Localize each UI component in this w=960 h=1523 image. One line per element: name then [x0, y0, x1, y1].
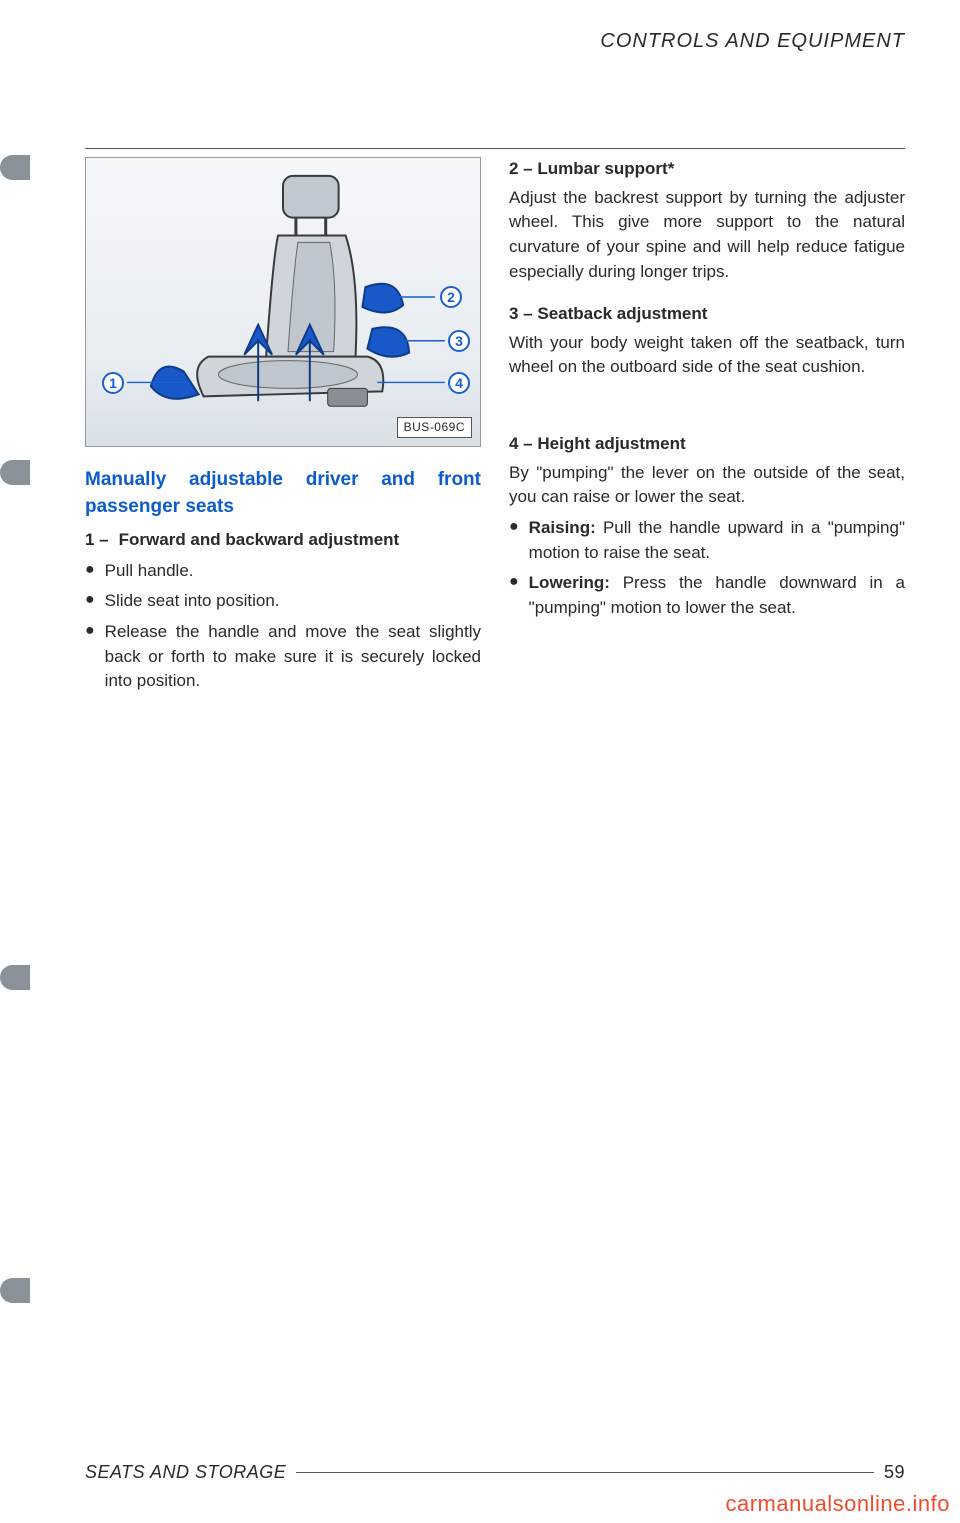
bullet-dot: ● — [85, 589, 95, 614]
bullet-dot: ● — [509, 516, 519, 565]
footer-section: SEATS AND STORAGE — [85, 1462, 286, 1483]
bullet-item: ● Lowering: Press the handle downward in… — [509, 571, 905, 620]
page-footer: SEATS AND STORAGE 59 — [85, 1462, 905, 1483]
subsection-title: Forward and backward adjustment — [119, 528, 481, 553]
callout-4: 4 — [448, 372, 470, 394]
page-number: 59 — [884, 1462, 905, 1483]
subsection-2-heading: 2 – Lumbar support* — [509, 157, 905, 182]
bullet-text: Pull handle. — [105, 559, 481, 584]
page-content: CONTROLS AND EQUIPMENT — [0, 0, 960, 1523]
figure-label: BUS-069C — [397, 417, 472, 438]
bullet-text: Lowering: Press the handle downward in a… — [529, 571, 905, 620]
subsection-title: Lumbar support* — [537, 159, 674, 178]
subsection-title: Seatback adjustment — [537, 304, 707, 323]
subsection-number: 1 – — [85, 528, 109, 553]
subsection-number: 3 – — [509, 304, 533, 323]
bullet-dot: ● — [509, 571, 519, 620]
bullet-text: Raising: Pull the handle upward in a "pu… — [529, 516, 905, 565]
bullet-item: ● Release the handle and move the seat s… — [85, 620, 481, 694]
watermark: carmanualsonline.info — [725, 1491, 950, 1517]
page-header: CONTROLS AND EQUIPMENT — [85, 30, 905, 148]
subsection-number: 4 – — [509, 434, 533, 453]
left-column: 1 2 3 4 BUS-069C Manually adjustable dri… — [85, 157, 481, 700]
callout-1: 1 — [102, 372, 124, 394]
bullet-item: ● Pull handle. — [85, 559, 481, 584]
subsection-3-body: With your body weight taken off the seat… — [509, 331, 905, 380]
bullet-dot: ● — [85, 620, 95, 694]
seat-diagram-figure: 1 2 3 4 BUS-069C — [85, 157, 481, 447]
callout-2: 2 — [440, 286, 462, 308]
bullet-text: Slide seat into position. — [105, 589, 481, 614]
subsection-1-heading: 1 – Forward and backward adjustment — [85, 528, 481, 553]
bullet-item: ● Raising: Pull the handle upward in a "… — [509, 516, 905, 565]
callout-3: 3 — [448, 330, 470, 352]
section-title: Manually adjustable driver and front pas… — [85, 467, 481, 520]
bullet-text: Release the handle and move the seat sli… — [105, 620, 481, 694]
seat-illustration — [86, 158, 480, 446]
right-column: 2 – Lumbar support* Adjust the backrest … — [509, 157, 905, 700]
subsection-2-body: Adjust the backrest support by turning t… — [509, 186, 905, 285]
footer-rule — [296, 1472, 874, 1473]
two-column-layout: 1 2 3 4 BUS-069C Manually adjustable dri… — [85, 157, 905, 700]
subsection-4-body: By "pumping" the lever on the outside of… — [509, 461, 905, 510]
subsection-number: 2 – — [509, 159, 533, 178]
bullet-dot: ● — [85, 559, 95, 584]
subsection-3-heading: 3 – Seatback adjustment — [509, 302, 905, 327]
subsection-4-heading: 4 – Height adjustment — [509, 432, 905, 457]
divider — [85, 148, 905, 149]
subsection-title: Height adjustment — [537, 434, 685, 453]
bullet-item: ● Slide seat into position. — [85, 589, 481, 614]
